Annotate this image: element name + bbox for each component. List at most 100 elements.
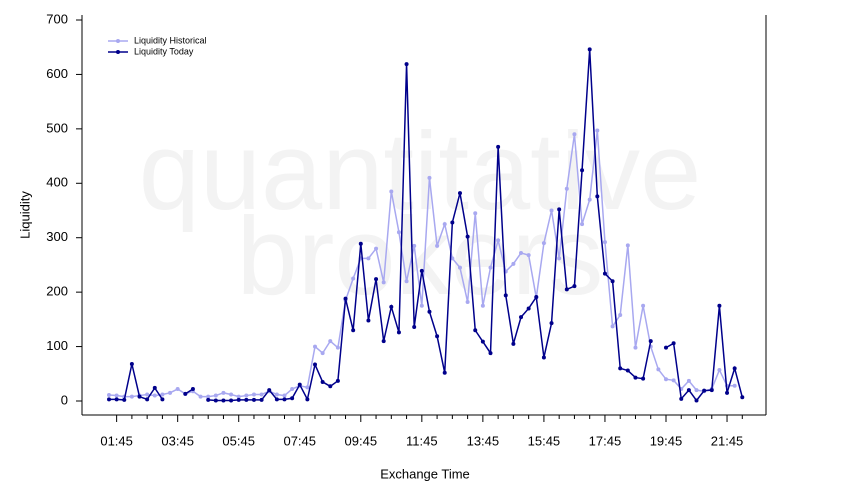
point — [488, 265, 493, 270]
point — [717, 367, 722, 372]
point — [412, 243, 417, 248]
point — [313, 362, 318, 367]
point — [366, 318, 371, 323]
point — [595, 194, 600, 199]
point — [183, 391, 188, 396]
point — [404, 279, 409, 284]
point — [587, 47, 592, 52]
point — [229, 392, 234, 397]
point — [618, 313, 623, 318]
point — [503, 293, 508, 298]
point — [686, 388, 691, 393]
y-tick-label: 0 — [61, 392, 68, 407]
point — [374, 277, 379, 282]
point — [251, 397, 256, 402]
point — [381, 339, 386, 344]
point — [663, 345, 668, 350]
point — [534, 295, 539, 300]
point — [229, 398, 234, 403]
point — [290, 387, 295, 392]
point — [206, 397, 211, 402]
point — [320, 379, 325, 384]
x-tick-label: 05:45 — [222, 433, 255, 448]
point — [488, 351, 493, 356]
legend-label: Liquidity Today — [134, 46, 194, 56]
x-tick-label: 11:45 — [406, 433, 438, 448]
point — [343, 296, 348, 301]
point — [305, 385, 310, 390]
point — [519, 250, 524, 255]
x-tick-label: 01:45 — [100, 433, 133, 448]
point — [190, 387, 195, 392]
point — [671, 378, 676, 383]
point — [717, 303, 722, 308]
point — [496, 144, 501, 149]
y-tick-label: 200 — [46, 284, 68, 299]
point — [679, 396, 684, 401]
point — [702, 388, 707, 393]
point — [335, 378, 340, 383]
x-tick-label: 03:45 — [161, 433, 194, 448]
point — [549, 208, 554, 213]
point — [663, 377, 668, 382]
point — [198, 394, 203, 399]
point — [236, 397, 241, 402]
point — [129, 394, 134, 399]
point — [396, 330, 401, 335]
point — [328, 339, 333, 344]
point — [511, 341, 516, 346]
point — [641, 376, 646, 381]
y-tick-label: 500 — [46, 120, 68, 135]
point — [473, 211, 478, 216]
point — [244, 393, 249, 398]
point — [694, 388, 699, 393]
point — [259, 392, 264, 397]
point — [694, 398, 699, 403]
point — [473, 328, 478, 333]
point — [107, 397, 111, 402]
point — [282, 393, 287, 398]
point — [633, 345, 638, 350]
point — [572, 284, 577, 289]
point — [465, 234, 470, 239]
y-tick-label: 600 — [46, 66, 68, 81]
point — [206, 394, 211, 399]
point — [709, 388, 714, 393]
point — [381, 280, 386, 285]
point — [457, 265, 462, 270]
point — [351, 328, 356, 333]
point — [274, 392, 279, 397]
point — [671, 341, 676, 346]
y-tick-label: 300 — [46, 229, 68, 244]
point — [610, 324, 615, 329]
point — [145, 397, 150, 402]
point — [351, 276, 356, 281]
point — [580, 168, 585, 173]
point — [450, 220, 455, 225]
point — [160, 397, 165, 402]
point — [358, 241, 363, 246]
point — [435, 243, 440, 248]
point — [496, 238, 501, 243]
point — [610, 279, 615, 284]
point — [412, 324, 417, 329]
point — [335, 345, 340, 350]
point — [564, 287, 569, 292]
point — [305, 397, 310, 402]
point — [480, 303, 485, 308]
y-tick-label: 100 — [46, 338, 68, 353]
point — [587, 197, 592, 202]
point — [580, 222, 585, 227]
point — [656, 367, 661, 372]
point — [389, 189, 394, 194]
point — [160, 392, 165, 397]
point — [282, 397, 287, 402]
point — [366, 256, 371, 261]
y-tick-label: 700 — [46, 11, 68, 26]
point — [114, 393, 119, 398]
point — [221, 398, 226, 403]
point — [107, 393, 111, 398]
point — [648, 339, 653, 344]
point — [740, 395, 745, 400]
x-tick-label: 17:45 — [589, 433, 622, 448]
